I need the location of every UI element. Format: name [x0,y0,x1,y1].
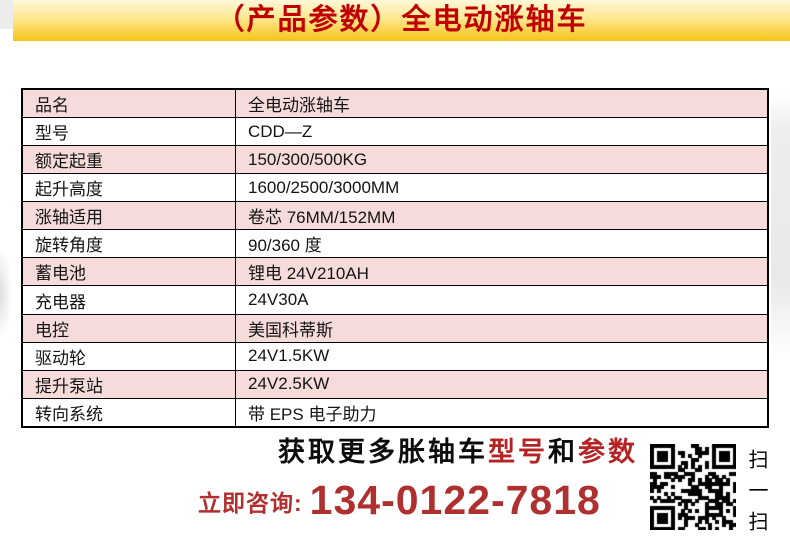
spec-label: 提升泵站 [21,369,236,399]
spec-table: 品名 全电动涨轴车 型号 CDD—Z 额定起重 150/300/500KG 起升… [21,88,769,428]
spec-label: 品名 [21,88,236,119]
table-row: 电控 美国科蒂斯 [21,313,769,343]
page-shadow-left [0,248,12,338]
spec-label: 型号 [21,117,236,147]
spec-value: 带 EPS 电子助力 [235,397,769,428]
spec-value: 美国科蒂斯 [235,313,769,343]
consult-label: 立即咨询: [198,489,303,516]
spec-value: 锂电 24V210AH [235,257,769,287]
spec-label: 电控 [21,313,236,343]
qr-code [650,444,736,530]
table-row: 蓄电池 锂电 24V210AH [21,257,769,287]
qr-scan-caption: 扫一扫 [745,449,767,542]
page-shadow-right [771,92,790,360]
table-row: 型号 CDD—Z [21,117,769,147]
spec-label: 起升高度 [21,173,236,203]
table-row: 提升泵站 24V2.5KW [21,369,769,399]
table-row: 旋转角度 90/360 度 [21,229,769,259]
promo-segment-highlight: 型号 [488,437,548,467]
title-banner: （产品参数）全电动涨轴车 [13,0,790,41]
spec-value: 24V1.5KW [235,341,769,371]
spec-label: 充电器 [21,285,236,315]
spec-value: 24V30A [235,285,769,315]
spec-value: CDD—Z [235,117,769,147]
table-row: 起升高度 1600/2500/3000MM [21,173,769,203]
promo-segment-highlight: 参数 [578,437,638,467]
spec-label: 转向系统 [21,397,236,428]
contact-line: 立即咨询: 134-0122-7818 [198,480,601,521]
page-corner-shade [0,0,13,29]
spec-value: 24V2.5KW [235,369,769,399]
spec-value: 全电动涨轴车 [235,88,769,119]
spec-value: 卷芯 76MM/152MM [235,201,769,231]
table-row: 涨轴适用 卷芯 76MM/152MM [21,201,769,231]
spec-value: 90/360 度 [235,229,769,259]
phone-number: 134-0122-7818 [309,477,601,523]
spec-label: 蓄电池 [21,257,236,287]
table-row: 额定起重 150/300/500KG [21,145,769,175]
spec-label: 额定起重 [21,145,236,175]
spec-value: 1600/2500/3000MM [235,173,769,203]
promo-segment: 获取更多胀轴车 [278,437,488,467]
table-row: 品名 全电动涨轴车 [21,88,769,119]
table-row: 驱动轮 24V1.5KW [21,341,769,371]
promo-line: 获取更多胀轴车型号和参数 [278,437,638,468]
spec-label: 涨轴适用 [21,201,236,231]
table-row: 转向系统 带 EPS 电子助力 [21,397,769,428]
spec-label: 驱动轮 [21,341,236,371]
promo-segment: 和 [548,437,578,467]
page-title: （产品参数）全电动涨轴车 [215,4,588,36]
spec-value: 150/300/500KG [235,145,769,175]
spec-label: 旋转角度 [21,229,236,259]
table-row: 充电器 24V30A [21,285,769,315]
